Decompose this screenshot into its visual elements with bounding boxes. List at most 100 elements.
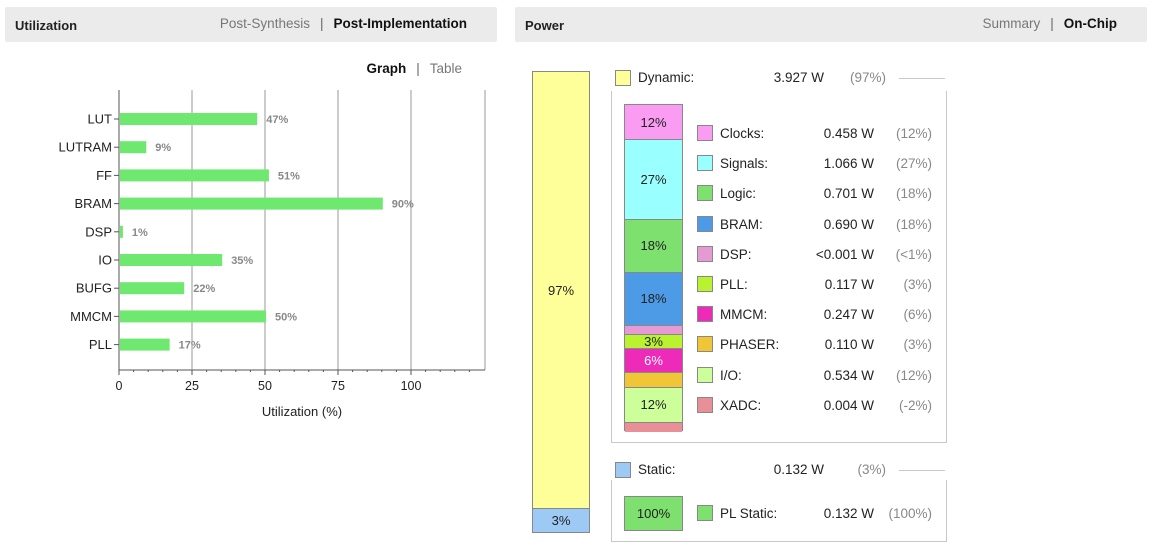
bar-value-label: 51% bbox=[278, 170, 300, 182]
bar-value-label: 50% bbox=[275, 311, 297, 323]
logic-value: 0.701 W bbox=[823, 186, 874, 202]
bar-value-label: 22% bbox=[193, 283, 215, 295]
static-label: Static: bbox=[638, 462, 676, 477]
bar bbox=[120, 254, 223, 266]
category-label: LUTRAM bbox=[59, 140, 112, 155]
tab-on-chip[interactable]: On-Chip bbox=[1063, 16, 1117, 31]
clocks-value: 0.458 W bbox=[823, 126, 874, 141]
x-tick-label: 100 bbox=[401, 379, 422, 393]
io-value: 0.534 W bbox=[823, 367, 874, 383]
x-tick-label: 25 bbox=[185, 379, 199, 393]
bar-value-label: 1% bbox=[132, 227, 148, 239]
dynamic-breakdown-bar: 12% 27% 18% 18% 3% 6% 12% bbox=[624, 104, 683, 432]
x-tick-label: 0 bbox=[116, 379, 123, 393]
logic-swatch bbox=[697, 185, 713, 202]
utilization-chart: 0 25 50 75 100 LUT 47% LUTRAM 9% FF 51% BRAM 90% DSP 1… bbox=[59, 90, 486, 419]
tab-post-implementation[interactable]: Post-Implementation bbox=[333, 16, 467, 31]
dynamic-segment-io: 12% bbox=[625, 387, 682, 424]
xadc-swatch bbox=[697, 396, 713, 413]
pll-swatch bbox=[697, 276, 713, 292]
static-pct: (3%) bbox=[857, 462, 886, 477]
static-rule bbox=[899, 470, 945, 471]
static-value: 0.132 W bbox=[773, 462, 824, 477]
mmcm-label: MMCM: bbox=[720, 307, 768, 323]
power-title: Power bbox=[525, 18, 565, 33]
bar-value-label: 47% bbox=[266, 114, 288, 126]
category-label: BUFG bbox=[76, 281, 112, 296]
bar bbox=[120, 169, 269, 182]
bram-label: BRAM: bbox=[720, 216, 763, 232]
bar-value-label: 35% bbox=[231, 255, 253, 267]
x-tick-label: 50 bbox=[258, 379, 272, 393]
pl-static-label: PL Static: bbox=[720, 506, 778, 521]
category-label: DSP bbox=[85, 224, 112, 239]
static-segment: 3% bbox=[533, 509, 589, 532]
pll-pct: (3%) bbox=[903, 277, 932, 292]
tab-graph[interactable]: Graph bbox=[366, 61, 407, 76]
category-label: BRAM bbox=[74, 196, 112, 211]
dynamic-swatch bbox=[615, 70, 631, 86]
x-axis-title: Utilization (%) bbox=[262, 404, 342, 419]
mmcm-swatch bbox=[697, 306, 713, 323]
utilization-title: Utilization bbox=[15, 18, 78, 33]
mmcm-pct: (6%) bbox=[903, 307, 932, 323]
bram-pct: (18%) bbox=[895, 216, 932, 232]
static-group-title-bg bbox=[611, 458, 947, 480]
bar bbox=[120, 282, 185, 295]
pl-static-value: 0.132 W bbox=[823, 506, 874, 521]
phaser-swatch bbox=[697, 336, 713, 353]
pll-value: 0.117 W bbox=[824, 277, 874, 292]
signals-label: Signals: bbox=[720, 156, 769, 172]
dsp-swatch bbox=[697, 245, 713, 262]
dynamic-label: Dynamic: bbox=[638, 70, 695, 85]
xadc-pct: (-2%) bbox=[899, 397, 932, 413]
dynamic-group-title-bg bbox=[611, 67, 947, 91]
clocks-pct: (12%) bbox=[895, 126, 932, 141]
static-breakdown-bar: 100% bbox=[624, 496, 683, 531]
signals-pct: (27%) bbox=[895, 156, 932, 172]
clocks-label: Clocks: bbox=[720, 126, 765, 141]
dynamic-segment-phaser bbox=[625, 373, 682, 388]
dynamic-segment-bram: 18% bbox=[625, 272, 682, 326]
bar bbox=[120, 141, 147, 154]
tab-summary[interactable]: Summary bbox=[982, 16, 1041, 31]
tab-separator: | bbox=[416, 61, 420, 76]
category-label: IO bbox=[98, 253, 112, 268]
tab-post-synthesis[interactable]: Post-Synthesis bbox=[219, 16, 310, 31]
signals-value: 1.066 W bbox=[823, 156, 874, 172]
phaser-value: 0.110 W bbox=[824, 337, 874, 353]
category-label: PLL bbox=[89, 337, 112, 352]
dsp-value: <0.001 W bbox=[815, 246, 874, 262]
clocks-swatch bbox=[697, 125, 713, 141]
io-pct: (12%) bbox=[895, 367, 932, 383]
tab-separator: | bbox=[319, 16, 324, 31]
bram-value: 0.690 W bbox=[823, 216, 874, 232]
bram-swatch bbox=[697, 215, 713, 232]
utilization-tabs: Post-Synthesis | Post-Implementation bbox=[220, 16, 467, 31]
dynamic-segment-mmcm: 6% bbox=[625, 349, 682, 374]
mmcm-value: 0.247 W bbox=[823, 307, 874, 323]
xadc-value: 0.004 W bbox=[823, 397, 874, 413]
tab-separator: | bbox=[1050, 16, 1054, 31]
category-label: LUT bbox=[87, 112, 112, 127]
dynamic-segment-clocks: 12% bbox=[625, 105, 682, 141]
view-tabs: Graph | Table bbox=[366, 61, 462, 76]
dynamic-segment-xadc bbox=[625, 423, 682, 432]
logic-label: Logic: bbox=[720, 186, 757, 202]
logic-pct: (18%) bbox=[895, 186, 932, 202]
static-swatch bbox=[615, 462, 631, 478]
io-swatch bbox=[697, 366, 713, 383]
phaser-label: PHASER: bbox=[720, 337, 780, 353]
tab-table[interactable]: Table bbox=[429, 61, 462, 76]
phaser-pct: (3%) bbox=[903, 337, 932, 353]
bar bbox=[120, 197, 383, 210]
dynamic-segment-dsp bbox=[625, 325, 682, 335]
bar bbox=[120, 310, 266, 323]
dynamic-segment-pll: 3% bbox=[625, 334, 682, 350]
bar bbox=[120, 338, 170, 351]
power-header: Power Summary | On-Chip bbox=[515, 7, 1147, 42]
dynamic-segment-signals: 27% bbox=[625, 140, 682, 220]
dynamic-rule bbox=[899, 78, 945, 79]
bar-value-label: 90% bbox=[392, 199, 414, 211]
xadc-label: XADC: bbox=[720, 397, 762, 413]
